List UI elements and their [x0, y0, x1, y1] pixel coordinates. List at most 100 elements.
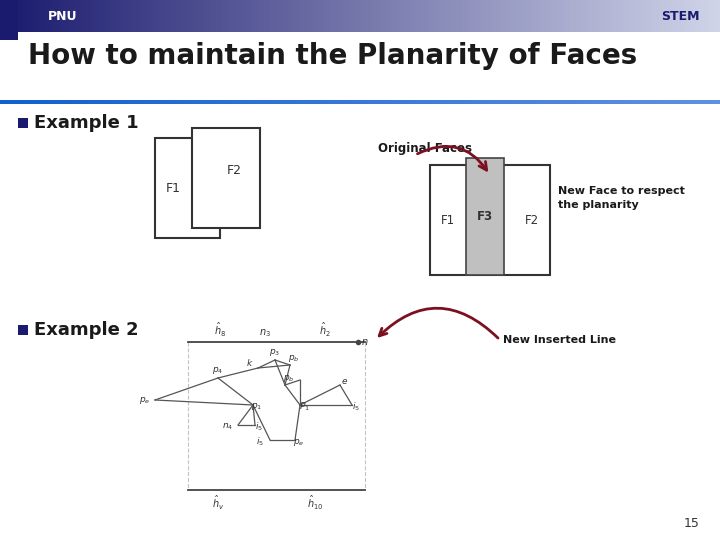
Bar — [499, 0, 502, 32]
Bar — [670, 0, 672, 32]
Bar — [283, 0, 286, 32]
Bar — [233, 100, 235, 104]
Bar — [158, 100, 161, 104]
Bar — [218, 0, 221, 32]
Bar — [297, 100, 300, 104]
Bar — [144, 100, 146, 104]
Bar — [329, 0, 331, 32]
Bar — [698, 100, 701, 104]
Bar — [382, 100, 384, 104]
Bar — [333, 100, 336, 104]
Bar — [415, 100, 418, 104]
Bar — [38, 0, 41, 32]
Bar — [461, 100, 463, 104]
Bar — [677, 0, 679, 32]
Bar — [569, 100, 571, 104]
Bar — [686, 100, 689, 104]
Bar — [228, 100, 230, 104]
FancyArrowPatch shape — [418, 146, 487, 170]
Bar — [240, 0, 243, 32]
Bar — [178, 100, 180, 104]
Bar — [0, 100, 2, 104]
Bar — [163, 100, 166, 104]
Bar — [626, 100, 629, 104]
Bar — [693, 0, 696, 32]
Bar — [540, 100, 542, 104]
Bar — [18, 325, 28, 335]
Bar — [211, 0, 214, 32]
Bar — [552, 0, 554, 32]
Bar — [346, 0, 348, 32]
Bar — [67, 0, 70, 32]
Bar — [459, 0, 461, 32]
Bar — [89, 100, 91, 104]
Bar — [415, 0, 418, 32]
Bar — [535, 100, 538, 104]
Bar — [5, 0, 7, 32]
Bar — [598, 0, 600, 32]
Bar — [461, 0, 463, 32]
Bar — [235, 100, 238, 104]
Bar — [27, 100, 29, 104]
Bar — [634, 100, 636, 104]
Bar — [240, 100, 243, 104]
Bar — [672, 100, 675, 104]
Bar — [437, 100, 439, 104]
Text: $k$: $k$ — [246, 356, 253, 368]
Bar — [605, 100, 607, 104]
Bar — [125, 0, 127, 32]
Text: New Face to respect
the planarity: New Face to respect the planarity — [558, 186, 685, 210]
Bar — [516, 0, 518, 32]
Bar — [511, 100, 513, 104]
Bar — [473, 0, 475, 32]
Bar — [621, 100, 624, 104]
Bar — [204, 0, 207, 32]
Bar — [590, 0, 593, 32]
Bar — [18, 118, 28, 128]
Bar — [405, 0, 408, 32]
Bar — [473, 100, 475, 104]
Bar — [706, 100, 708, 104]
Bar — [569, 0, 571, 32]
Text: $n$: $n$ — [361, 337, 369, 347]
Bar — [96, 100, 99, 104]
Bar — [490, 100, 492, 104]
Bar — [430, 100, 432, 104]
Bar — [477, 0, 480, 32]
Bar — [211, 100, 214, 104]
Bar — [171, 0, 173, 32]
Bar — [394, 0, 396, 32]
Bar — [247, 100, 250, 104]
Bar — [711, 0, 713, 32]
Bar — [22, 100, 24, 104]
Bar — [34, 100, 36, 104]
Bar — [338, 100, 341, 104]
Bar — [341, 100, 343, 104]
Bar — [624, 0, 626, 32]
Bar — [398, 0, 401, 32]
Bar — [403, 0, 405, 32]
Bar — [521, 0, 523, 32]
Bar — [31, 0, 34, 32]
Bar — [117, 100, 120, 104]
Bar — [101, 0, 103, 32]
Bar — [430, 165, 550, 275]
Bar — [693, 100, 696, 104]
Bar — [682, 0, 684, 32]
Bar — [180, 100, 182, 104]
Bar — [77, 0, 79, 32]
Text: $i_5$: $i_5$ — [352, 401, 360, 413]
Bar — [715, 100, 718, 104]
Bar — [619, 0, 621, 32]
Bar — [250, 100, 252, 104]
Bar — [55, 100, 58, 104]
Bar — [585, 100, 588, 104]
Bar — [454, 100, 456, 104]
Bar — [223, 0, 225, 32]
Bar — [194, 100, 197, 104]
Bar — [166, 100, 168, 104]
Bar — [506, 100, 509, 104]
Bar — [202, 100, 204, 104]
Bar — [149, 100, 151, 104]
Bar — [698, 0, 701, 32]
